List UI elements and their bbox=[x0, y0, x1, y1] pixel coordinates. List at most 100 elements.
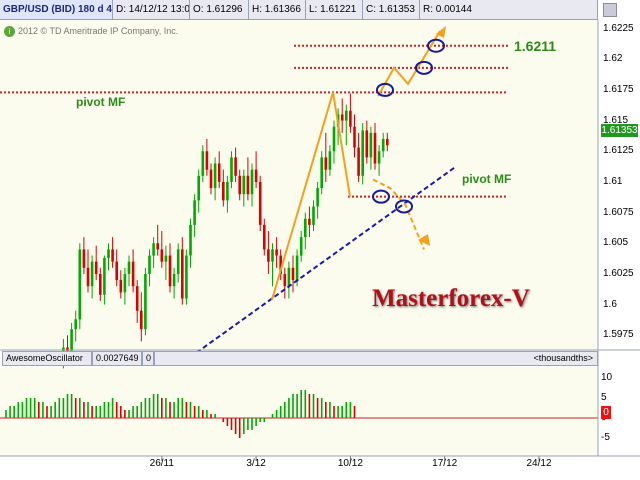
price-tick-label: 1.6175 bbox=[603, 83, 634, 95]
copyright-text: 2012 © TD Ameritrade IP Company, Inc. bbox=[18, 26, 179, 36]
candle-up bbox=[369, 132, 373, 158]
candle-down bbox=[324, 157, 328, 170]
scroll-up-button[interactable] bbox=[603, 3, 617, 17]
candle-up bbox=[299, 237, 303, 256]
indicator-value: 0.0027649 bbox=[92, 351, 142, 366]
candle-up bbox=[226, 181, 229, 201]
touch-marker bbox=[376, 82, 394, 97]
candle-up bbox=[152, 243, 155, 256]
price-tick-label: 1.6 bbox=[603, 298, 617, 310]
candle-up bbox=[70, 329, 73, 357]
price-plot-background bbox=[0, 20, 598, 350]
touch-marker bbox=[395, 199, 413, 214]
date-readout: D: 14/12/12 13:00 bbox=[113, 0, 190, 20]
support-trendline bbox=[189, 166, 456, 359]
wave-projection bbox=[271, 92, 351, 300]
candle-down bbox=[135, 286, 139, 311]
candle-down bbox=[111, 249, 114, 262]
level-lines bbox=[0, 44, 508, 359]
symbol-label[interactable]: GBP/USD (BID) 180 d 4h bbox=[0, 0, 113, 20]
candle-up bbox=[250, 169, 254, 195]
candle-down bbox=[373, 132, 377, 164]
candle-down bbox=[140, 310, 143, 330]
bearish-projection bbox=[372, 178, 425, 250]
close-readout: C: 1.61353 bbox=[363, 0, 420, 20]
candle-up bbox=[189, 224, 192, 256]
time-tick-label: 3/12 bbox=[246, 458, 266, 469]
vertical-gridlines bbox=[161, 456, 540, 461]
candle-down bbox=[181, 249, 184, 299]
candle-down bbox=[119, 280, 123, 293]
oscillator-bars bbox=[0, 390, 598, 438]
candle-up bbox=[332, 126, 336, 152]
price-tick-label: 1.6075 bbox=[603, 206, 634, 218]
low-readout: L: 1.61221 bbox=[306, 0, 363, 20]
candle-up bbox=[345, 110, 348, 121]
time-tick-label: 26/11 bbox=[149, 458, 174, 469]
touch-marker bbox=[427, 38, 445, 53]
candle-down bbox=[291, 267, 295, 281]
candle-down bbox=[279, 255, 282, 274]
bullish-arrowhead bbox=[436, 26, 446, 38]
price-tick-label: 1.5975 bbox=[603, 329, 634, 341]
oscillator-tick-label: 10 bbox=[601, 372, 613, 383]
candle-up bbox=[107, 249, 110, 258]
candle-down bbox=[386, 138, 389, 146]
candle-up bbox=[320, 157, 323, 189]
candle-up bbox=[361, 130, 364, 176]
candle-down bbox=[365, 130, 369, 158]
candle-up bbox=[312, 206, 315, 225]
bullish-projection bbox=[377, 30, 441, 97]
candle-down bbox=[222, 181, 225, 201]
candle-up bbox=[164, 255, 168, 262]
candle-down bbox=[168, 255, 172, 287]
time-tick-label: 17/12 bbox=[432, 458, 458, 469]
candle-down bbox=[263, 224, 266, 250]
candle-up bbox=[172, 273, 176, 287]
time-tick-label: 24/12 bbox=[526, 458, 552, 469]
high-readout: H: 1.61366 bbox=[249, 0, 306, 20]
candle-down bbox=[246, 175, 250, 195]
candle-up bbox=[381, 138, 385, 152]
last-price-tag: 1.61353 bbox=[601, 124, 638, 137]
candle-up bbox=[242, 175, 246, 195]
candle-up bbox=[90, 261, 94, 287]
candle-up bbox=[127, 261, 131, 274]
candle-up bbox=[316, 188, 319, 207]
candle-down bbox=[205, 151, 209, 170]
candle-down bbox=[160, 249, 164, 262]
copyright-notice: i 2012 © TD Ameritrade IP Company, Inc. bbox=[4, 26, 178, 37]
candle-up bbox=[295, 255, 299, 281]
candle-down bbox=[238, 175, 241, 195]
price-tick-label: 1.6225 bbox=[603, 22, 634, 34]
brand-watermark: Masterforex-V bbox=[372, 285, 530, 312]
bearish-arrowhead bbox=[418, 234, 430, 246]
candle-up bbox=[213, 163, 217, 189]
candle-down bbox=[217, 163, 221, 182]
candle-up bbox=[304, 218, 307, 238]
price-tick-label: 1.62 bbox=[603, 53, 623, 65]
open-readout: O: 1.61296 bbox=[190, 0, 249, 20]
candle-up bbox=[123, 273, 127, 293]
candle-down bbox=[99, 273, 102, 295]
indicator-units: <thousandths> bbox=[154, 351, 598, 366]
touch-marker bbox=[415, 60, 433, 75]
candle-down bbox=[115, 261, 118, 281]
candlestick-series bbox=[62, 93, 389, 369]
candle-down bbox=[131, 261, 135, 287]
candle-down bbox=[308, 218, 311, 225]
oscillator-tick-label: 5 bbox=[601, 392, 607, 403]
candle-up bbox=[185, 255, 188, 299]
candle-down bbox=[353, 126, 356, 148]
indicator-name[interactable]: AwesomeOscillator bbox=[2, 351, 92, 366]
oscillator-tick-label: -5 bbox=[601, 432, 610, 443]
pivot-label-lower: pivot MF bbox=[462, 172, 512, 186]
info-icon: i bbox=[4, 26, 15, 37]
oscillator-plot-background bbox=[0, 367, 598, 456]
candle-down bbox=[209, 169, 213, 189]
candle-up bbox=[74, 319, 77, 330]
candle-down bbox=[94, 261, 98, 274]
candle-up bbox=[176, 249, 180, 274]
price-tick-label: 1.6125 bbox=[603, 145, 634, 157]
indicator-flag: 0 bbox=[142, 351, 154, 366]
